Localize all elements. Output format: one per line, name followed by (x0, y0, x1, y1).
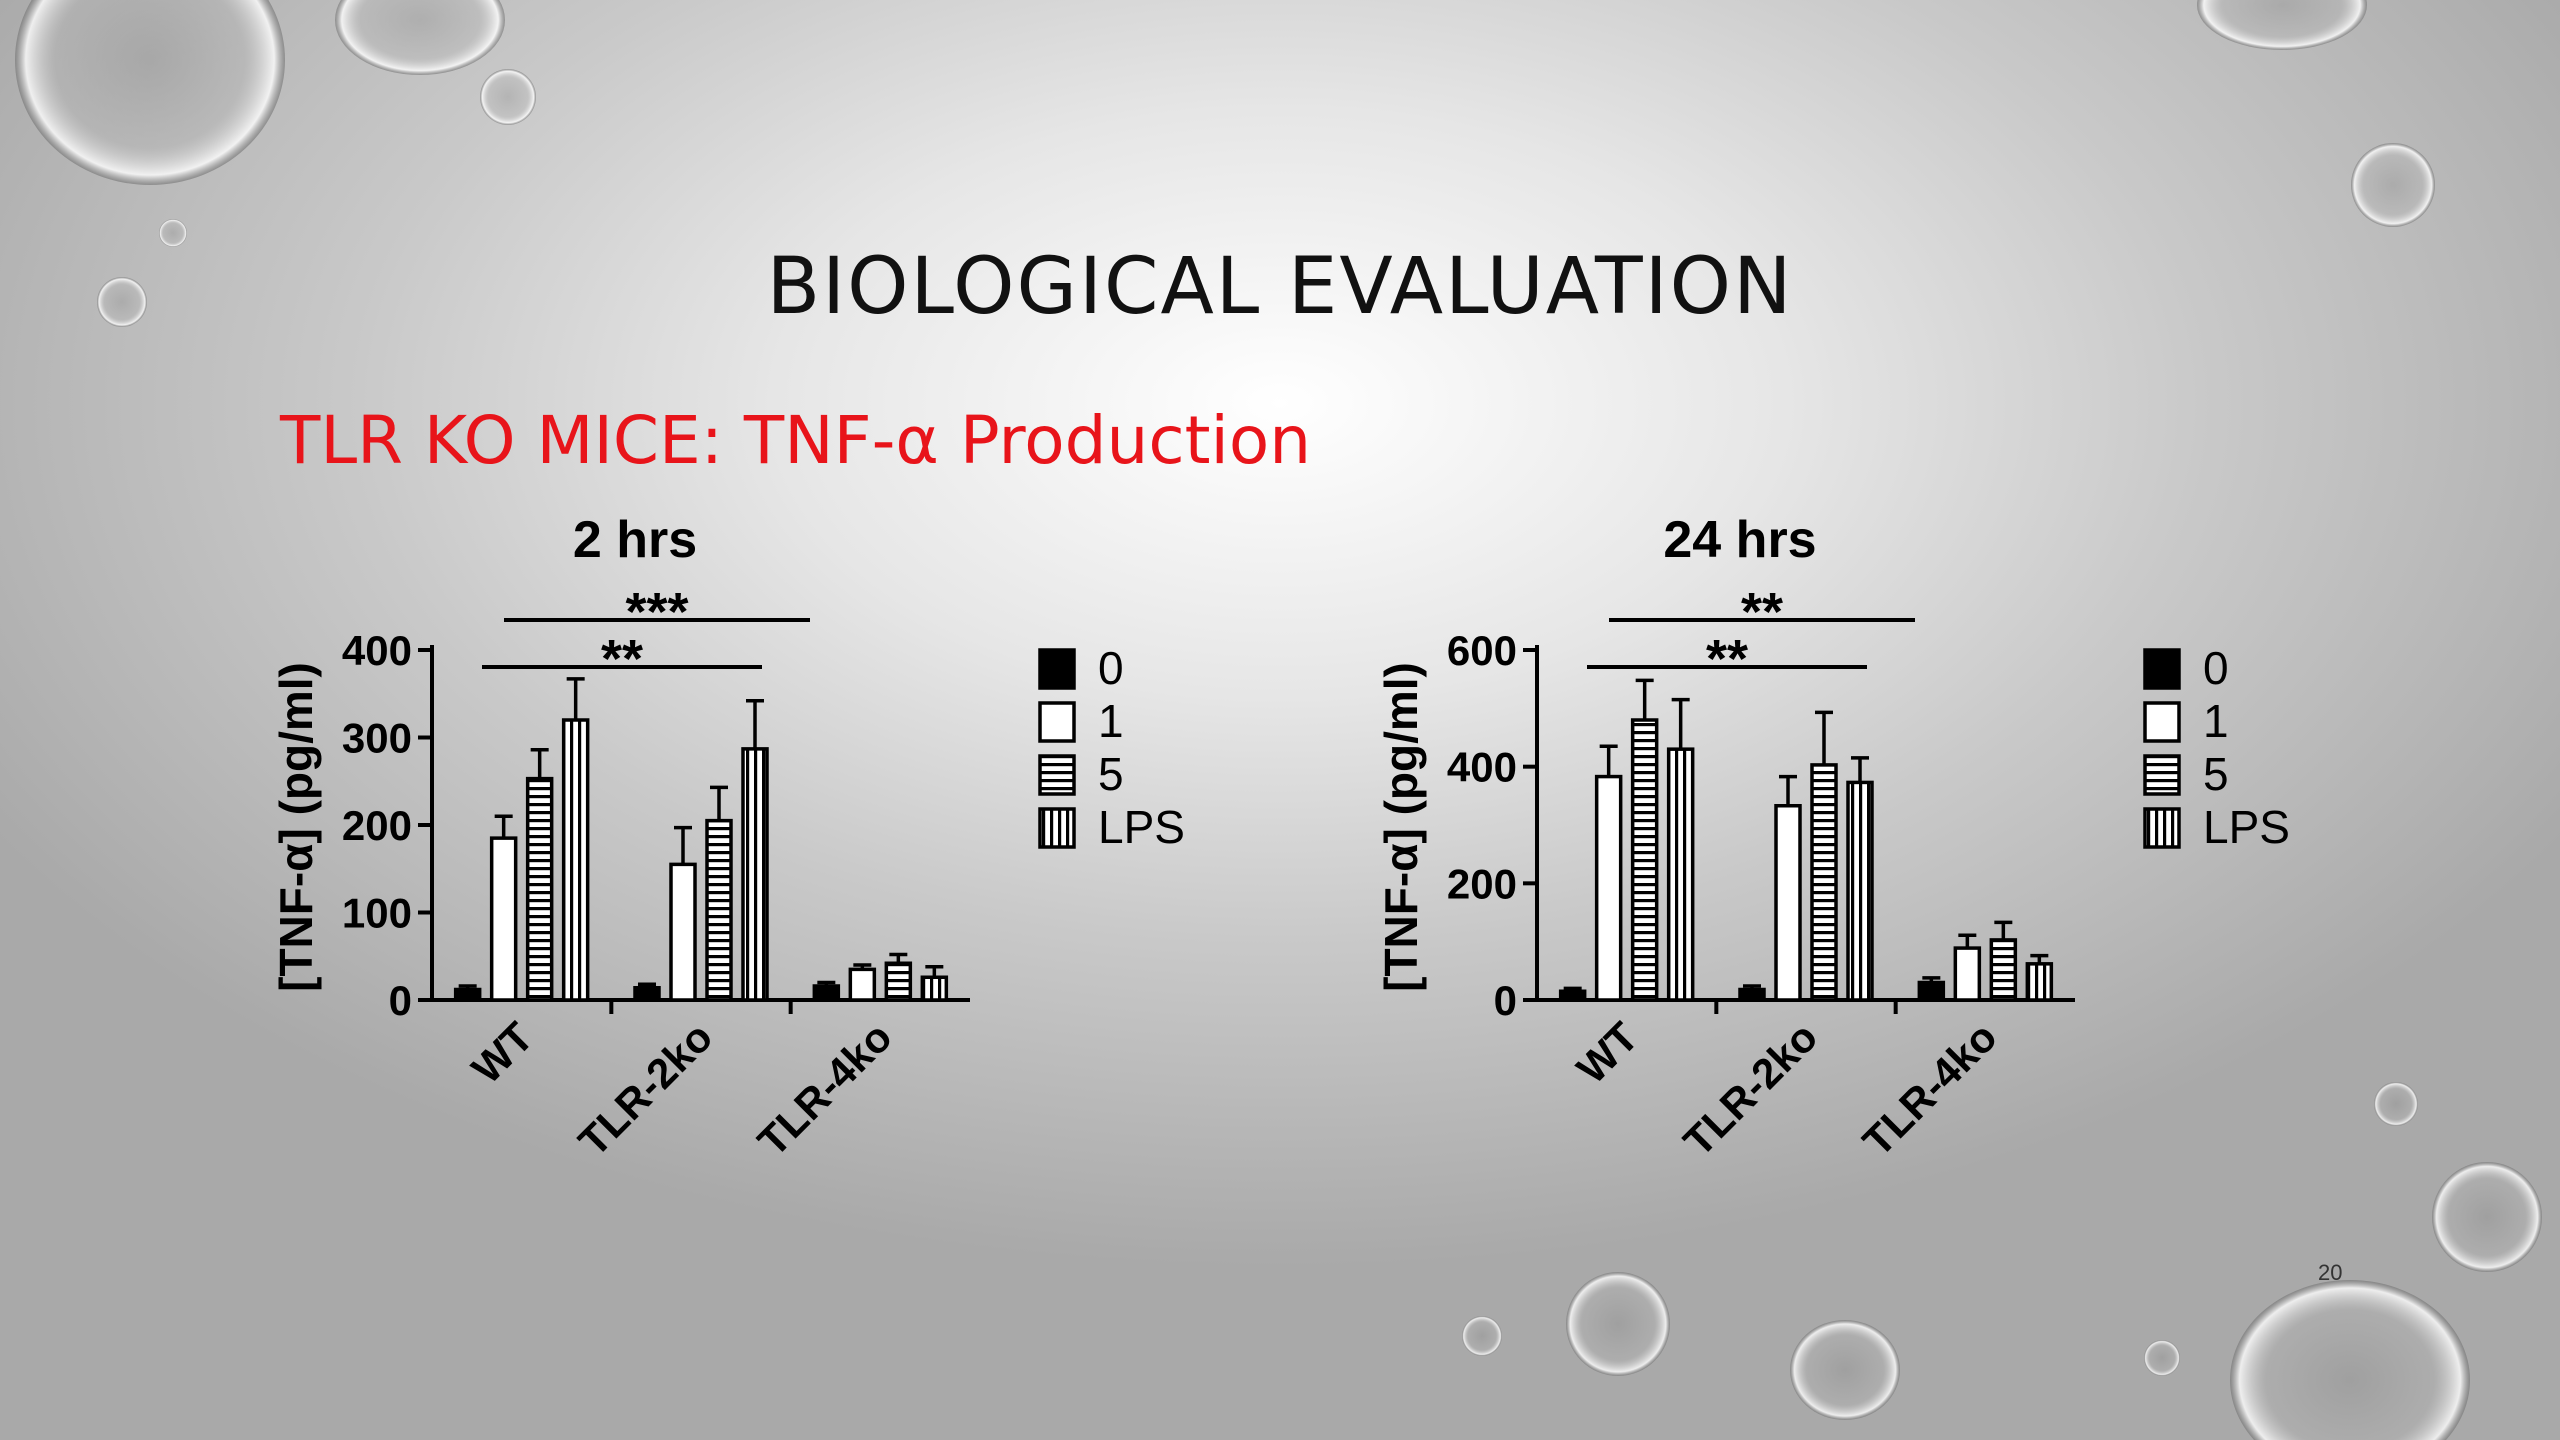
x-tick-label: WT (1568, 1013, 1648, 1093)
bar (669, 862, 697, 1002)
y-tick-label: 200 (1447, 860, 1517, 907)
y-tick-label: 400 (342, 627, 412, 674)
bar (1846, 780, 1874, 1002)
legend-swatch (1038, 648, 1076, 690)
legend-swatch (2143, 648, 2181, 690)
bar (884, 961, 913, 1002)
bar (1558, 989, 1587, 1002)
significance-label: ** (601, 629, 643, 689)
bar (1630, 718, 1659, 1002)
legend-swatch (2143, 807, 2181, 849)
bar (1738, 987, 1766, 1002)
x-tick-label: TLR-4ko (1854, 1013, 2006, 1165)
slide-title: BIOLOGICAL EVALUATION (766, 242, 1794, 332)
y-tick-label: 0 (389, 977, 412, 1024)
x-tick-label: TLR-4ko (749, 1013, 901, 1165)
bar (1989, 938, 2018, 1002)
bar (1666, 747, 1695, 1002)
legend-swatch (1038, 807, 1076, 849)
legend-label: 5 (1098, 748, 1124, 800)
slide-subtitle: TLR KO MICE: TNF-α Production (280, 402, 1312, 479)
bar (812, 984, 841, 1002)
y-axis-label: [TNF-α] (pg/ml) (270, 662, 322, 992)
chart-24hrs: 24 hrs [TNF-α] (pg/ml) 0 200 400 600 WT TLR-2ko… (1375, 515, 2290, 1165)
legend-label: LPS (2203, 801, 2290, 853)
bar (741, 747, 769, 1002)
bar (1774, 804, 1802, 1002)
page-number: 20 (2318, 1260, 2343, 1285)
legend-label: 5 (2203, 748, 2229, 800)
y-tick-label: 200 (342, 802, 412, 849)
y-axis-label: [TNF-α] (pg/ml) (1375, 662, 1427, 992)
y-tick-label: 300 (342, 715, 412, 762)
bar (561, 718, 590, 1002)
significance-label: ** (1741, 582, 1783, 642)
y-tick-label: 400 (1447, 744, 1517, 791)
legend-label: LPS (1098, 801, 1185, 853)
chart-title: 24 hrs (1663, 515, 1816, 569)
bar (489, 836, 518, 1002)
bar (848, 967, 877, 1002)
bar (1917, 980, 1946, 1002)
bar (1594, 774, 1623, 1002)
legend-swatch (2143, 754, 2181, 796)
y-tick-label: 600 (1447, 627, 1517, 674)
legend-label: 1 (1098, 695, 1124, 747)
x-tick-label: TLR-2ko (569, 1013, 721, 1165)
legend-label: 0 (2203, 642, 2229, 694)
y-tick-label: 0 (1494, 977, 1517, 1024)
bar (525, 776, 554, 1002)
legend-label: 1 (2203, 695, 2229, 747)
bar (1953, 946, 1982, 1002)
x-tick-label: TLR-2ko (1674, 1013, 1826, 1165)
legend-swatch (1038, 701, 1076, 743)
bar (1810, 763, 1838, 1002)
bar (705, 818, 733, 1002)
bar (920, 975, 949, 1002)
bar (2025, 962, 2054, 1002)
legend-swatch (2143, 701, 2181, 743)
bar (453, 987, 482, 1002)
legend-swatch (1038, 754, 1076, 796)
bar (633, 986, 661, 1002)
x-tick-label: WT (463, 1013, 543, 1093)
significance-label: ** (1706, 629, 1748, 689)
legend-label: 0 (1098, 642, 1124, 694)
chart-2hrs: 2 hrs [TNF-α] (pg/ml) 0 100 200 300 400 WT TLR-2… (270, 515, 1185, 1165)
chart-title: 2 hrs (573, 515, 697, 569)
y-tick-label: 100 (342, 890, 412, 937)
significance-label: *** (625, 582, 688, 642)
